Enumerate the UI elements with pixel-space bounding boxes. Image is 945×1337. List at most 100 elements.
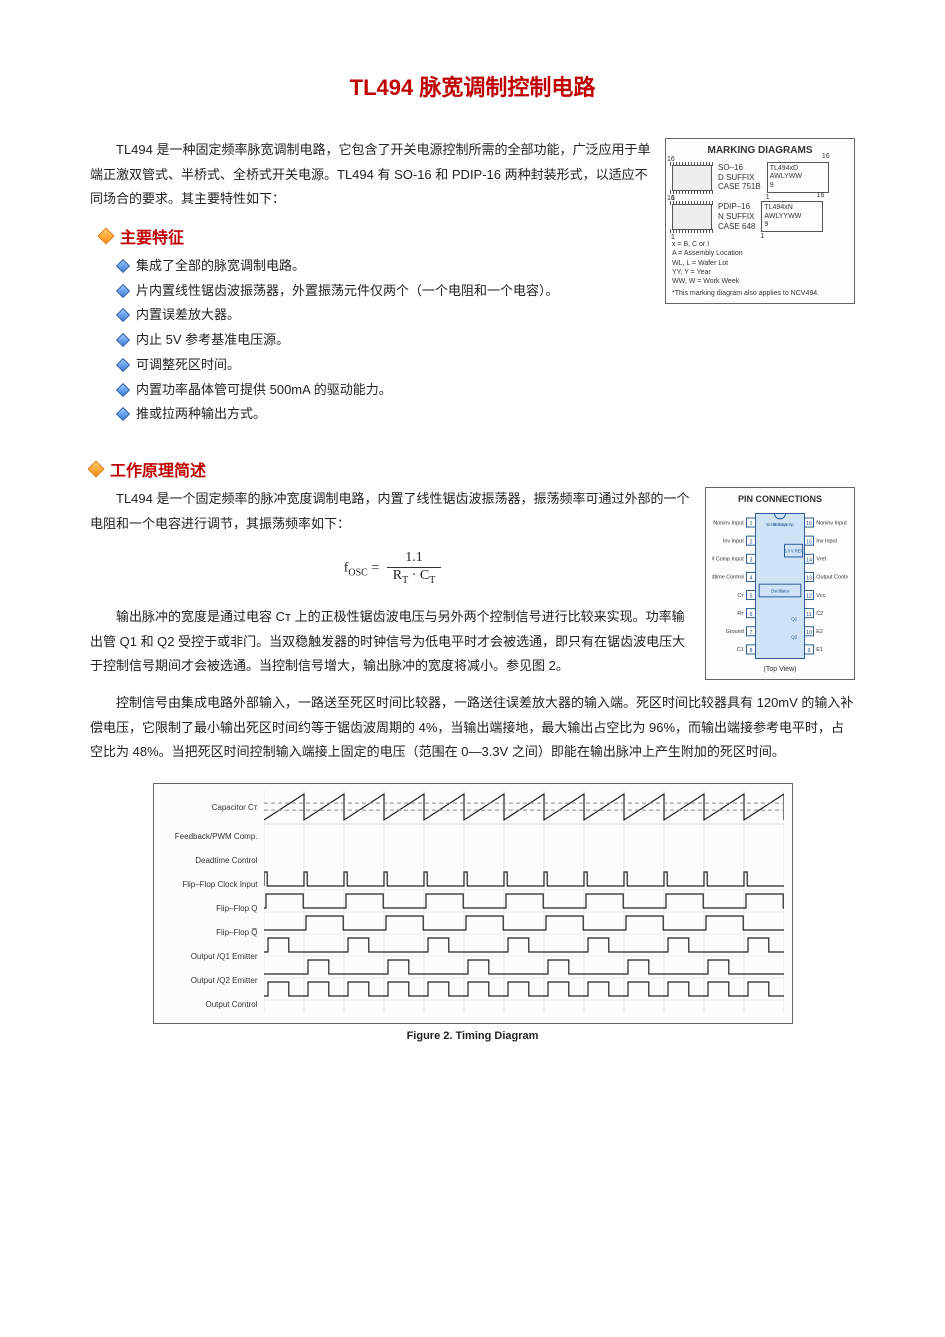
feature-item: 可调整死区时间。 [118,353,655,378]
package-row: 161PDIP–16N SUFFIXCASE 64816TL494xNAWLYY… [672,201,848,232]
timing-labels: Capacitor CᴛFeedback/PWM Comp.Deadtime C… [154,784,264,1023]
marking-chip: 16TL494xDAWLYWW91 [767,162,829,193]
legend-line: WW, W = Work Week [672,277,848,286]
formula-lhs-sub: OSC [348,568,367,579]
timing-row-label: Deadtime Control [158,851,258,873]
pin-caption: (Top View) [712,666,848,673]
svg-text:Noninv Input: Noninv Input [816,520,847,526]
svg-text:Deadtime Control: Deadtime Control [712,575,744,581]
formula-den: RT · CT [387,568,442,587]
timing-row-label: Output /Q2 Emitter [158,970,258,992]
chip-icon: 161 [672,165,712,191]
principle-p1: TL494 是一个固定频率的脉冲宽度调制电路，内置了线性锯齿波振荡器，振荡频率可… [90,487,695,536]
svg-text:9: 9 [808,648,811,654]
svg-text:Vcc: Vcc [816,593,825,599]
svg-text:C1: C1 [737,647,744,653]
legend-line: x = B, C or I [672,240,848,249]
diamond-icon [116,259,130,273]
svg-text:Inv Input: Inv Input [723,538,744,544]
page-title: TL494 脉宽调制控制电路 [90,70,855,102]
svg-text:6: 6 [749,612,752,618]
timing-svg [264,790,784,1012]
feature-text: 片内置线性锯齿波振荡器，外置振荡元件仅两个（一个电阻和一个电容）。 [136,279,655,304]
svg-text:14: 14 [806,557,812,563]
svg-text:Inv Input: Inv Input [816,538,837,544]
svg-text:4: 4 [749,575,752,581]
svg-text:Noninv Input: Noninv Input [713,520,744,526]
intro-left: TL494 是一种固定频率脉宽调制电路，它包含了开关电源控制所需的全部功能，广泛… [90,138,655,439]
svg-text:3: 3 [749,557,752,563]
marking-footnote: *This marking diagram also applies to NC… [672,290,848,297]
diamond-icon [116,382,130,396]
svg-text:16: 16 [806,521,812,527]
intro-section: TL494 是一种固定频率脉宽调制电路，它包含了开关电源控制所需的全部功能，广泛… [90,138,855,439]
svg-text:Q1: Q1 [791,616,798,621]
timing-caption: Figure 2. Timing Diagram [153,1030,793,1042]
svg-text:Ground: Ground [726,629,744,635]
timing-row-label: Flip–Flop Clock Input [158,875,258,897]
legend-line: A = Assembly Location [672,249,848,258]
pin-diagram: PIN CONNECTIONS 1 Noninv Input 16 Noninv In… [705,487,855,680]
svg-text:Error Amp: Error Amp [773,522,794,527]
svg-text:12: 12 [806,594,812,600]
timing-row-label: Feedback/PWM Comp. [158,827,258,849]
svg-text:E2: E2 [816,629,823,635]
timing-row-label: Flip–Flop Q̅ [158,922,258,944]
pin-box: PIN CONNECTIONS 1 Noninv Input 16 Noninv In… [705,487,855,680]
svg-text:E1: E1 [816,647,823,653]
principle-section: TL494 是一个固定频率的脉冲宽度调制电路，内置了线性锯齿波振荡器，振荡频率可… [90,487,855,691]
legend-line: WL, L = Wafer Lot [672,259,848,268]
svg-text:10: 10 [806,630,812,636]
feature-text: 内置功率晶体管可提供 500mA 的驱动能力。 [136,378,655,403]
svg-text:Cᴛ: Cᴛ [737,593,744,599]
principle-p2: 输出脉冲的宽度是通过电容 Cᴛ 上的正极性锯齿波电压与另外两个控制信号进行比较来… [90,605,695,679]
svg-text:15: 15 [806,539,812,545]
formula-fraction: 1.1 RT · CT [387,550,442,587]
timing-row-label: Output /Q1 Emitter [158,946,258,968]
diamond-icon [116,358,130,372]
svg-text:Q2: Q2 [791,634,798,639]
marking-chip: 16TL494xNAWLYYWW91 [761,201,823,232]
diamond-icon [116,284,130,298]
package-row: 161SO–16D SUFFIXCASE 751B16TL494xDAWLYWW… [672,162,848,193]
svg-text:Vref: Vref [816,556,826,562]
principle-left: TL494 是一个固定频率的脉冲宽度调制电路，内置了线性锯齿波振荡器，振荡频率可… [90,487,695,691]
legend-line: YY, Y = Year [672,268,848,277]
feature-text: 内置误差放大器。 [136,303,655,328]
svg-text:8: 8 [749,648,752,654]
diamond-icon [98,228,115,245]
chip-icon: 161 [672,204,712,230]
timing-row-label: Flip–Flop Q [158,898,258,920]
document-page: TL494 脉宽调制控制电路 TL494 是一种固定频率脉宽调制电路，它包含了开… [0,0,945,1337]
svg-text:Rᴛ: Rᴛ [737,611,744,617]
diamond-icon [116,407,130,421]
timing-row-label: Output Control [158,994,258,1016]
svg-text:2: 2 [749,539,752,545]
package-text: SO–16D SUFFIXCASE 751B [718,163,761,192]
timing-diagram: Capacitor CᴛFeedback/PWM Comp.Deadtime C… [153,783,793,1042]
svg-text:C2: C2 [816,611,823,617]
svg-text:13: 13 [806,575,812,581]
pin-title: PIN CONNECTIONS [712,494,848,504]
feature-item: 集成了全部的脉宽调制电路。 [118,254,655,279]
svg-text:5: 5 [749,594,752,600]
package-text: PDIP–16N SUFFIXCASE 648 [718,202,755,231]
marking-box: MARKING DIAGRAMS 161SO–16D SUFFIXCASE 75… [665,138,855,304]
svg-text:11: 11 [806,612,812,618]
svg-text:7: 7 [749,630,752,636]
timing-content: Capacitor CᴛFeedback/PWM Comp.Deadtime C… [154,784,792,1023]
svg-text:Compen/PWM Comp Input: Compen/PWM Comp Input [712,556,744,562]
diamond-icon [88,460,105,477]
feature-item: 推或拉两种输出方式。 [118,402,655,427]
pin-svg: 1 Noninv Input 16 Noninv Input 2 Inv Input 15 I… [712,508,848,662]
marking-legend: x = B, C or IA = Assembly LocationWL, L … [672,240,848,285]
marking-diagram: MARKING DIAGRAMS 161SO–16D SUFFIXCASE 75… [665,138,855,304]
svg-text:Output Control: Output Control [816,575,848,581]
feature-item: 内止 5V 参考基准电压源。 [118,328,655,353]
svg-text:1: 1 [749,521,752,527]
principle-heading-label: 工作原理简述 [110,457,206,481]
intro-paragraph: TL494 是一种固定频率脉宽调制电路，它包含了开关电源控制所需的全部功能，广泛… [90,138,655,212]
features-list: 集成了全部的脉宽调制电路。片内置线性锯齿波振荡器，外置振荡元件仅两个（一个电阻和… [118,254,655,427]
osc-formula: fOSC = 1.1 RT · CT [90,550,695,587]
timing-row-label: Capacitor Cᴛ [158,791,258,825]
